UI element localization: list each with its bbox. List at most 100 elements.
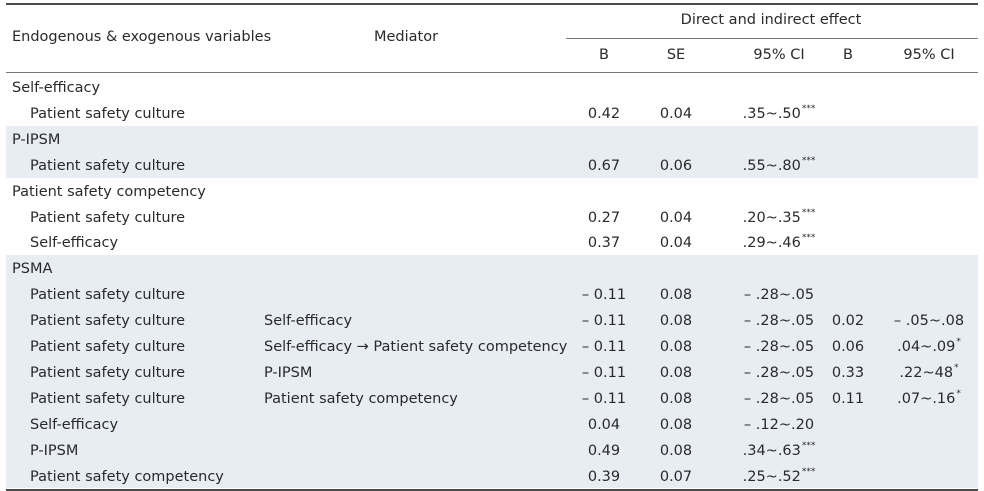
se-cell: 0.08 xyxy=(642,411,710,437)
ci-cell: .20~.35*** xyxy=(710,204,848,230)
table-row: Patient safety culture Self-efficacy – 0.1… xyxy=(6,307,978,333)
header-ci-indirect: 95% CI xyxy=(903,47,955,63)
se-cell: 0.04 xyxy=(642,204,710,230)
variable-cell: Patient safety culture xyxy=(30,100,185,126)
ci-cell-text: .29~.46 xyxy=(742,235,801,252)
se-cell: 0.08 xyxy=(642,281,710,307)
b-indirect-cell: 0.33 xyxy=(814,359,882,385)
variable-cell: Patient safety culture xyxy=(30,385,185,411)
b-cell-text: – 0.11 xyxy=(581,364,627,381)
header-se: SE xyxy=(666,47,686,63)
ci-cell: – .28~.05 xyxy=(710,333,848,359)
significance-mark: *** xyxy=(801,207,816,218)
ci-indirect-cell-text: .22~48 xyxy=(899,364,954,381)
group-label: Self-efficacy xyxy=(12,74,100,100)
significance-mark: * xyxy=(954,362,959,373)
b-indirect-cell: 0.06 xyxy=(814,333,882,359)
header-mediator: Mediator xyxy=(374,29,439,45)
header-b: B xyxy=(599,47,609,63)
significance-mark: * xyxy=(956,337,961,347)
table-row: Patient safety culture 0.42 0.04 .35~.50*** xyxy=(6,100,978,126)
variable-cell-text: Patient safety culture xyxy=(30,390,186,407)
variable-cell-text: Patient safety culture xyxy=(30,364,186,381)
ci-indirect-cell: .04~.09* xyxy=(882,333,976,359)
header-bottom-rule xyxy=(6,72,978,73)
variable-cell-text: Patient safety culture xyxy=(30,157,186,174)
b-indirect-cell: 0.11 xyxy=(814,385,882,411)
header-ci: 95% CI xyxy=(753,47,805,63)
table-row: Patient safety culture – 0.11 0.08 – .28~.0… xyxy=(6,281,978,307)
se-cell: 0.08 xyxy=(642,307,710,333)
b-cell-text: – 0.11 xyxy=(581,287,627,304)
se-cell-text: 0.07 xyxy=(659,468,693,485)
ci-cell-text: .55~.80 xyxy=(742,157,801,174)
se-cell-text: 0.08 xyxy=(659,287,693,304)
variable-cell: Self-efficacy xyxy=(30,411,118,437)
mediator-cell: Patient safety competency xyxy=(264,385,458,411)
ci-indirect-cell: .07~.16* xyxy=(882,385,976,411)
variable-cell-text: Self-efficacy xyxy=(30,235,119,252)
group-row: Self-efficacy xyxy=(6,74,978,100)
mediator-cell-text: Self-efficacy → Patient safety competenc… xyxy=(264,339,568,355)
header-effect-group: Direct and indirect effect xyxy=(680,12,862,28)
se-cell: 0.08 xyxy=(642,359,710,385)
ci-cell-text: – .28~.05 xyxy=(743,313,815,330)
group-label-text: Self-efficacy xyxy=(12,80,101,96)
ci-cell: – .28~.05 xyxy=(710,281,848,307)
table-row: Patient safety culture P-IPSM – 0.11 0.08 – … xyxy=(6,359,978,385)
b-cell-text: 0.49 xyxy=(587,442,621,459)
ci-cell: – .28~.05 xyxy=(710,307,848,333)
table-row: Patient safety culture Self-efficacy → Pa… xyxy=(6,333,978,359)
se-cell-text: 0.08 xyxy=(659,390,693,407)
table-top-rule xyxy=(6,3,978,5)
ci-indirect-cell-text: .04~.09 xyxy=(897,339,956,355)
row-band xyxy=(6,255,978,489)
b-cell: 0.27 xyxy=(566,204,642,230)
table-row: Patient safety competency 0.39 0.07 .25~.52… xyxy=(6,463,978,489)
b-indirect-cell-text: 0.11 xyxy=(831,390,865,407)
mediator-cell-text: Self-efficacy xyxy=(264,313,353,330)
mediator-cell-text: P-IPSM xyxy=(264,364,313,381)
b-cell: 0.39 xyxy=(566,463,642,489)
ci-cell: .29~.46*** xyxy=(710,229,848,255)
b-cell: 0.04 xyxy=(566,411,642,437)
mediator-cell: Self-efficacy xyxy=(264,307,352,333)
table-row: Patient safety culture 0.27 0.04 .20~.35*** xyxy=(6,204,978,230)
ci-cell-text: .35~.50 xyxy=(742,105,801,122)
variable-cell-text: Patient safety culture xyxy=(30,105,186,122)
se-cell-text: 0.08 xyxy=(659,442,693,459)
se-cell: 0.08 xyxy=(642,385,710,411)
significance-mark: *** xyxy=(801,155,816,166)
ci-cell-text: – .28~.05 xyxy=(743,287,815,304)
table-row: P-IPSM 0.49 0.08 .34~.63*** xyxy=(6,437,978,463)
variable-cell-text: Patient safety culture xyxy=(30,287,186,304)
b-cell: 0.42 xyxy=(566,100,642,126)
variable-cell-text: Patient safety competency xyxy=(30,468,224,485)
se-cell: 0.08 xyxy=(642,333,710,359)
group-label-text: Patient safety competency xyxy=(12,183,206,200)
ci-cell: – .12~.20 xyxy=(710,411,848,437)
b-cell-text: 0.67 xyxy=(587,157,621,174)
ci-cell-text: – .28~.05 xyxy=(743,390,815,407)
ci-cell-text: .25~.52 xyxy=(742,468,801,485)
significance-mark: *** xyxy=(801,466,816,477)
group-row: Patient safety competency xyxy=(6,178,978,204)
group-label: P-IPSM xyxy=(12,126,60,152)
b-cell-text: 0.37 xyxy=(587,235,621,252)
header-variables: Endogenous & exogenous variables xyxy=(12,29,272,45)
table-row: Self-efficacy 0.37 0.04 .29~.46*** xyxy=(6,229,978,255)
variable-cell: Patient safety culture xyxy=(30,204,185,230)
b-cell: 0.67 xyxy=(566,152,642,178)
b-cell-text: 0.42 xyxy=(587,105,621,122)
table-bottom-rule xyxy=(6,489,978,491)
ci-indirect-cell-text: .07~.16 xyxy=(897,390,956,407)
significance-mark: *** xyxy=(801,103,816,114)
se-cell-text: 0.08 xyxy=(659,339,693,355)
table-row: Patient safety culture 0.67 0.06 .55~.80*** xyxy=(6,152,978,178)
b-indirect-cell-text: 0.02 xyxy=(831,313,865,330)
variable-cell: Patient safety culture xyxy=(30,307,185,333)
se-cell-text: 0.04 xyxy=(659,209,693,226)
ci-cell-text: – .28~.05 xyxy=(743,339,815,355)
b-cell: 0.37 xyxy=(566,229,642,255)
b-cell: – 0.11 xyxy=(566,281,642,307)
